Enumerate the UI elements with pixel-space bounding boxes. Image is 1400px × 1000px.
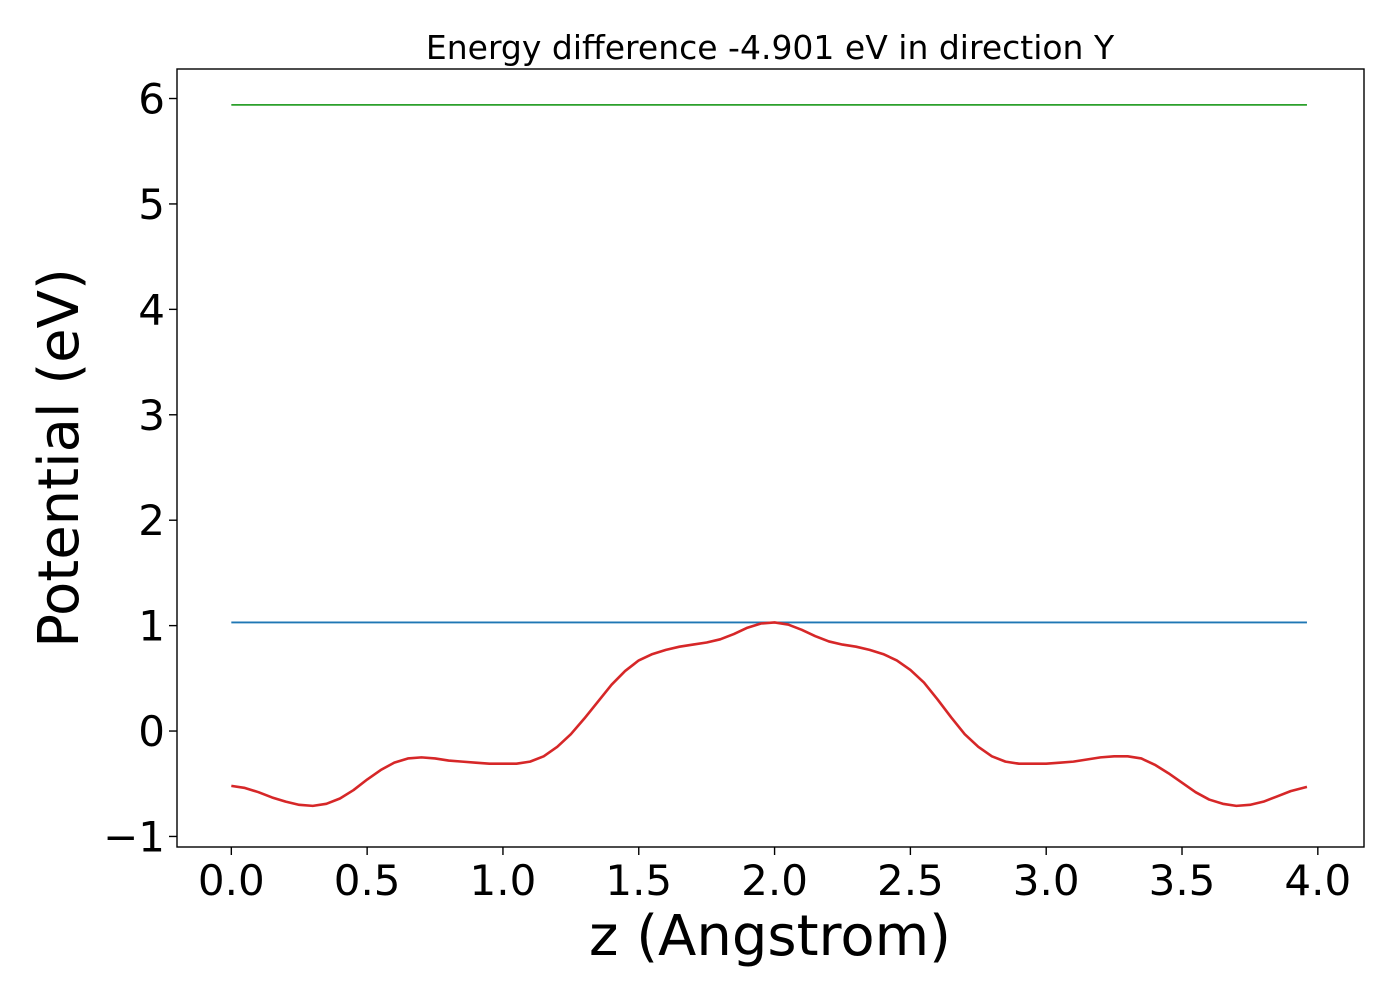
x-axis: 0.0 0.5 1.0 1.5 2.0 2.5 3.0 3.5 4.0 <box>198 847 1351 905</box>
x-tick-label: 1.0 <box>470 856 537 905</box>
series-line-2 <box>231 621 1308 808</box>
x-tick-label: 3.0 <box>1013 856 1080 905</box>
y-axis-label: Potential (eV) <box>27 268 92 648</box>
plot-frame <box>176 68 1365 848</box>
x-tick-label: 1.5 <box>605 856 672 905</box>
x-tick-label: 0.5 <box>334 856 401 905</box>
chart-title: Energy difference -4.901 eV in direction… <box>426 28 1115 67</box>
x-tick-label: 2.5 <box>877 856 944 905</box>
x-tick-label: 3.5 <box>1149 856 1216 905</box>
y-tick-label: 5 <box>138 180 165 229</box>
y-tick-label: 6 <box>138 75 165 124</box>
y-tick-label: −1 <box>103 812 165 861</box>
x-tick-label: 2.0 <box>741 856 808 905</box>
series-layer <box>231 103 1308 808</box>
x-axis-label: z (Angstrom) <box>589 904 951 969</box>
y-tick-label: 0 <box>138 707 165 756</box>
x-tick-label: 0.0 <box>198 856 265 905</box>
y-tick-label: 4 <box>138 285 165 334</box>
y-tick-label: 1 <box>138 602 165 651</box>
x-tick-label: 4.0 <box>1284 856 1351 905</box>
y-axis: −1 0 1 2 3 4 5 6 <box>103 75 177 861</box>
y-tick-label: 2 <box>138 496 165 545</box>
y-tick-label: 3 <box>138 391 165 440</box>
